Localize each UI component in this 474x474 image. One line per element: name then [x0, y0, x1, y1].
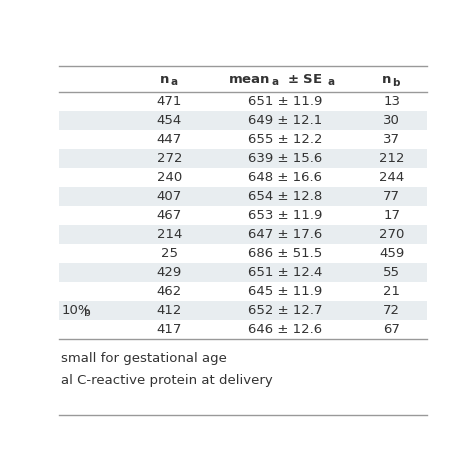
Text: 648 ± 16.6: 648 ± 16.6	[248, 171, 322, 184]
Bar	[59, 149, 427, 168]
Bar	[59, 301, 427, 320]
Text: 67: 67	[383, 323, 400, 336]
Text: 447: 447	[157, 133, 182, 146]
Text: 417: 417	[157, 323, 182, 336]
Text: $\mathbf{\pm}$ $\mathbf{SE}$: $\mathbf{\pm}$ $\mathbf{SE}$	[287, 73, 322, 86]
Text: 649 ± 12.1: 649 ± 12.1	[248, 114, 322, 127]
Text: 272: 272	[157, 152, 182, 165]
Text: 240: 240	[157, 171, 182, 184]
Bar	[59, 92, 427, 111]
Text: 25: 25	[161, 247, 178, 260]
Text: 654 ± 12.8: 654 ± 12.8	[248, 190, 322, 203]
Text: $\mathbf{a}$: $\mathbf{a}$	[328, 77, 336, 87]
Text: 244: 244	[379, 171, 404, 184]
Text: $\mathbf{n}$: $\mathbf{n}$	[381, 73, 392, 86]
Text: 647 ± 17.6: 647 ± 17.6	[248, 228, 322, 241]
Text: 72: 72	[383, 304, 400, 317]
Text: 651 ± 12.4: 651 ± 12.4	[248, 266, 322, 279]
Bar	[59, 111, 427, 130]
Text: 270: 270	[379, 228, 404, 241]
Text: 651 ± 11.9: 651 ± 11.9	[248, 95, 322, 108]
Text: 21: 21	[383, 285, 400, 298]
Bar	[59, 244, 427, 263]
Bar	[59, 187, 427, 206]
Text: 212: 212	[379, 152, 404, 165]
Bar	[59, 206, 427, 225]
Bar	[59, 320, 427, 339]
Bar	[59, 168, 427, 187]
Text: 467: 467	[157, 209, 182, 222]
Text: 686 ± 51.5: 686 ± 51.5	[248, 247, 322, 260]
Text: 214: 214	[157, 228, 182, 241]
Text: 407: 407	[157, 190, 182, 203]
Text: $\mathbf{a}$: $\mathbf{a}$	[170, 77, 178, 87]
Text: b: b	[84, 309, 91, 319]
Text: 645 ± 11.9: 645 ± 11.9	[248, 285, 322, 298]
Bar	[59, 282, 427, 301]
Text: 639 ± 15.6: 639 ± 15.6	[248, 152, 322, 165]
Text: 454: 454	[157, 114, 182, 127]
Text: 652 ± 12.7: 652 ± 12.7	[248, 304, 322, 317]
Bar	[59, 225, 427, 244]
Bar	[59, 130, 427, 149]
Text: 77: 77	[383, 190, 400, 203]
Text: $\mathbf{a}$: $\mathbf{a}$	[271, 77, 280, 87]
Text: small for gestational age: small for gestational age	[61, 352, 227, 365]
Text: 37: 37	[383, 133, 400, 146]
Text: 55: 55	[383, 266, 400, 279]
Text: 653 ± 11.9: 653 ± 11.9	[248, 209, 322, 222]
Text: $\mathbf{n}$: $\mathbf{n}$	[159, 73, 169, 86]
Text: 412: 412	[157, 304, 182, 317]
Text: $\mathbf{mean}$: $\mathbf{mean}$	[228, 73, 271, 86]
Bar	[59, 263, 427, 282]
Text: 17: 17	[383, 209, 400, 222]
Text: 646 ± 12.6: 646 ± 12.6	[248, 323, 322, 336]
Text: 10%: 10%	[61, 304, 91, 317]
Text: 655 ± 12.2: 655 ± 12.2	[248, 133, 322, 146]
Text: 30: 30	[383, 114, 400, 127]
Bar	[59, 66, 427, 92]
Text: 429: 429	[157, 266, 182, 279]
Text: $\mathbf{b}$: $\mathbf{b}$	[392, 76, 401, 88]
Text: 13: 13	[383, 95, 400, 108]
Text: 471: 471	[157, 95, 182, 108]
Text: al C-reactive protein at delivery: al C-reactive protein at delivery	[61, 374, 273, 387]
Text: 462: 462	[157, 285, 182, 298]
Text: 459: 459	[379, 247, 404, 260]
